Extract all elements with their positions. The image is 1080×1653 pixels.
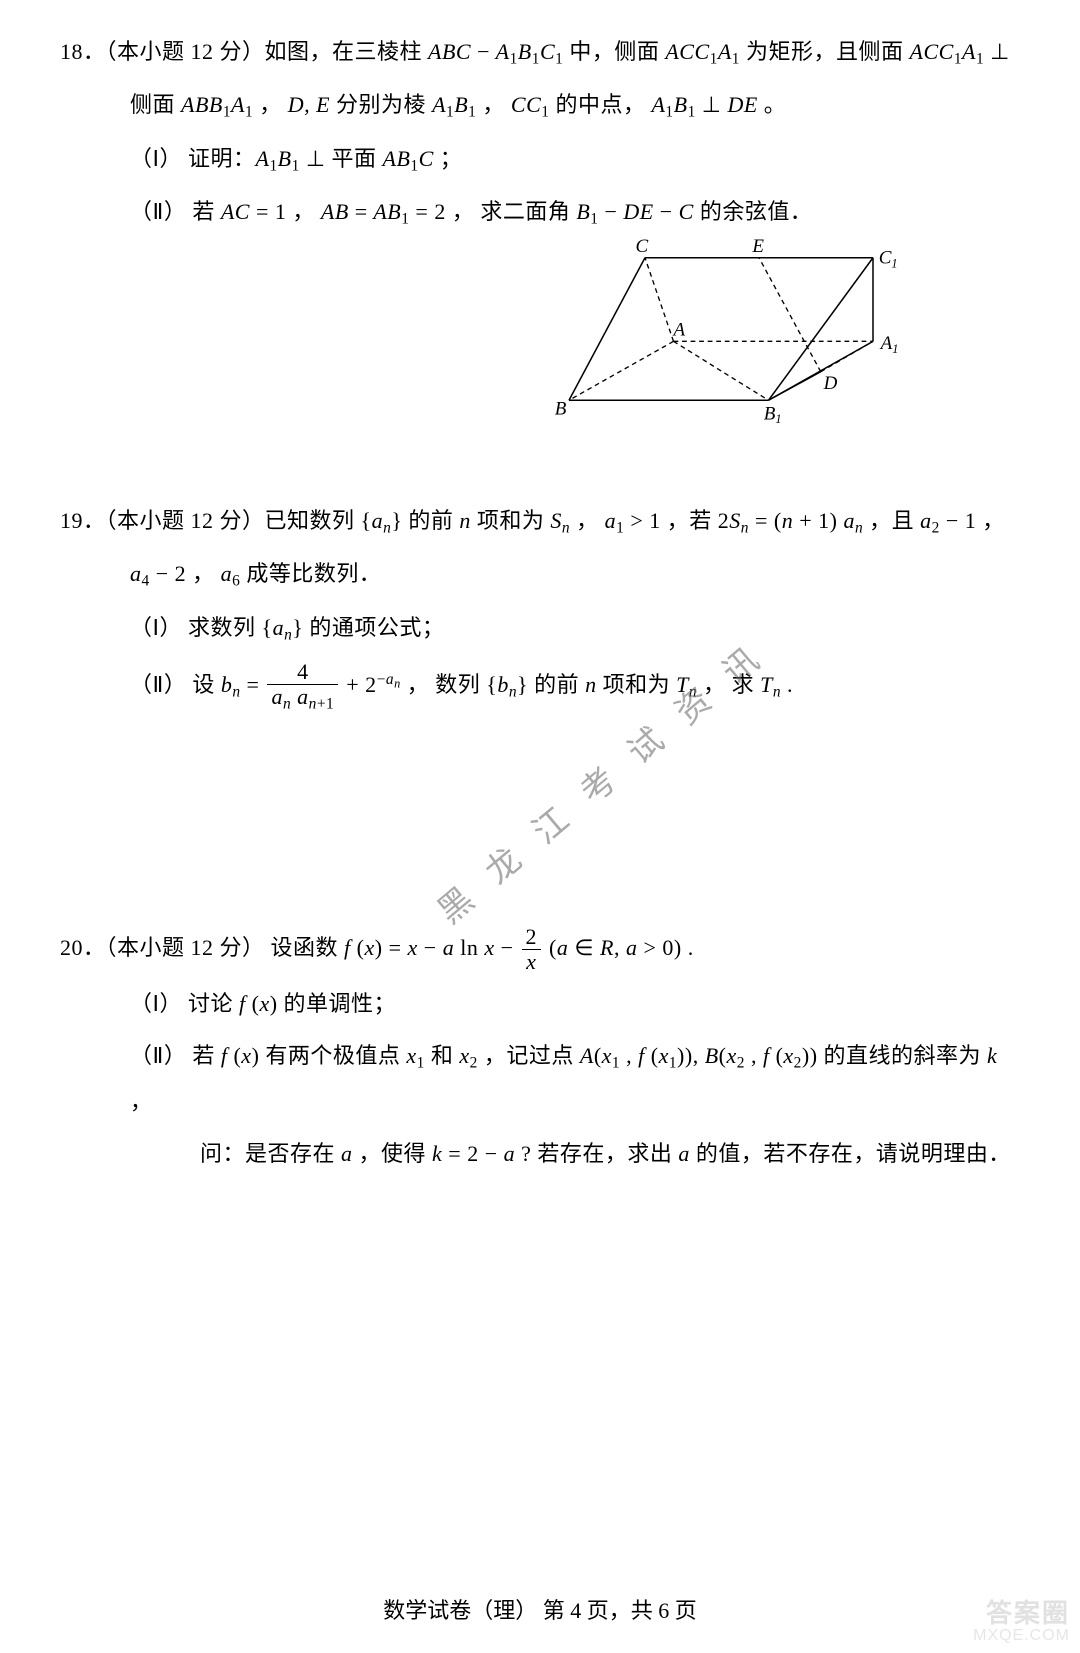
p20-number: 20． bbox=[60, 935, 106, 960]
p18-number: 18． bbox=[60, 39, 106, 64]
svg-text:A: A bbox=[672, 319, 686, 340]
p18-line2: 侧面 ABB1A1 ， D, E 分别为棱 A1B1 ， CC1 的中点， A1… bbox=[60, 83, 1020, 128]
problem-19: 19．（本小题 12 分）已知数列 {an} 的前 n 项和为 Sn ， a1 … bbox=[60, 499, 1020, 714]
p20-line1: 20．（本小题 12 分） 设函数 f (x) = x − a ln x − 2… bbox=[60, 924, 1020, 975]
p20-part2-l1: （Ⅱ） 若 f (x) 有两个极值点 x1 和 x2 ，记过点 A(x1 , f… bbox=[60, 1034, 1020, 1123]
p18-points: （本小题 12 分） bbox=[106, 39, 265, 64]
svg-text:D: D bbox=[823, 373, 838, 394]
svg-text:A1: A1 bbox=[879, 333, 899, 356]
problem-18: 18．（本小题 12 分）如图，在三棱柱 ABC − A1B1C1 中，侧面 A… bbox=[60, 30, 1020, 439]
problem-20: 20．（本小题 12 分） 设函数 f (x) = x − a ln x − 2… bbox=[60, 924, 1020, 1176]
svg-text:C: C bbox=[636, 236, 649, 257]
p19-number: 19． bbox=[60, 508, 106, 533]
svg-text:C1: C1 bbox=[879, 247, 898, 270]
p18-part1: （Ⅰ） 证明：A1B1 ⊥ 平面 AB1C ； bbox=[60, 137, 1020, 182]
p19-points: （本小题 12 分） bbox=[106, 508, 265, 533]
svg-text:E: E bbox=[751, 236, 764, 257]
p19-line1: 19．（本小题 12 分）已知数列 {an} 的前 n 项和为 Sn ， a1 … bbox=[60, 499, 1020, 544]
prism-diagram: B B1 A A1 C C1 D E bbox=[540, 234, 940, 424]
svg-text:B: B bbox=[555, 398, 567, 419]
p20-points: （本小题 12 分） bbox=[106, 935, 265, 960]
page-footer: 数学试卷（理） 第 4 页，共 6 页 bbox=[0, 1593, 1080, 1625]
p18-part2: （Ⅱ） 若 AC = 1 ， AB = AB1 = 2 ， 求二面角 B1 − … bbox=[60, 190, 1020, 235]
svg-text:B1: B1 bbox=[764, 403, 782, 424]
corner-watermark: 答案圈 MXQE.COM bbox=[973, 1599, 1070, 1645]
corner-line1: 答案圈 bbox=[973, 1599, 1070, 1628]
p18-line1: 18．（本小题 12 分）如图，在三棱柱 ABC − A1B1C1 中，侧面 A… bbox=[60, 30, 1020, 75]
exam-page: 18．（本小题 12 分）如图，在三棱柱 ABC − A1B1C1 中，侧面 A… bbox=[0, 0, 1080, 1176]
p19-part1: （Ⅰ） 求数列 {an} 的通项公式； bbox=[60, 606, 1020, 651]
p20-part1: （Ⅰ） 讨论 f (x) 的单调性； bbox=[60, 982, 1020, 1026]
p20-part2-l2: 问：是否存在 a ，使得 k = 2 − a ? 若存在，求出 a 的值，若不存… bbox=[60, 1132, 1020, 1176]
corner-line2: MXQE.COM bbox=[973, 1627, 1070, 1645]
p19-line2: a4 − 2 ， a6 成等比数列． bbox=[60, 552, 1020, 597]
p18-diagram: B B1 A A1 C C1 D E bbox=[60, 234, 1020, 439]
p19-part2: （Ⅱ） 设 bn = 4an an+1 + 2−an ， 数列 {bn} 的前 … bbox=[60, 659, 1020, 714]
